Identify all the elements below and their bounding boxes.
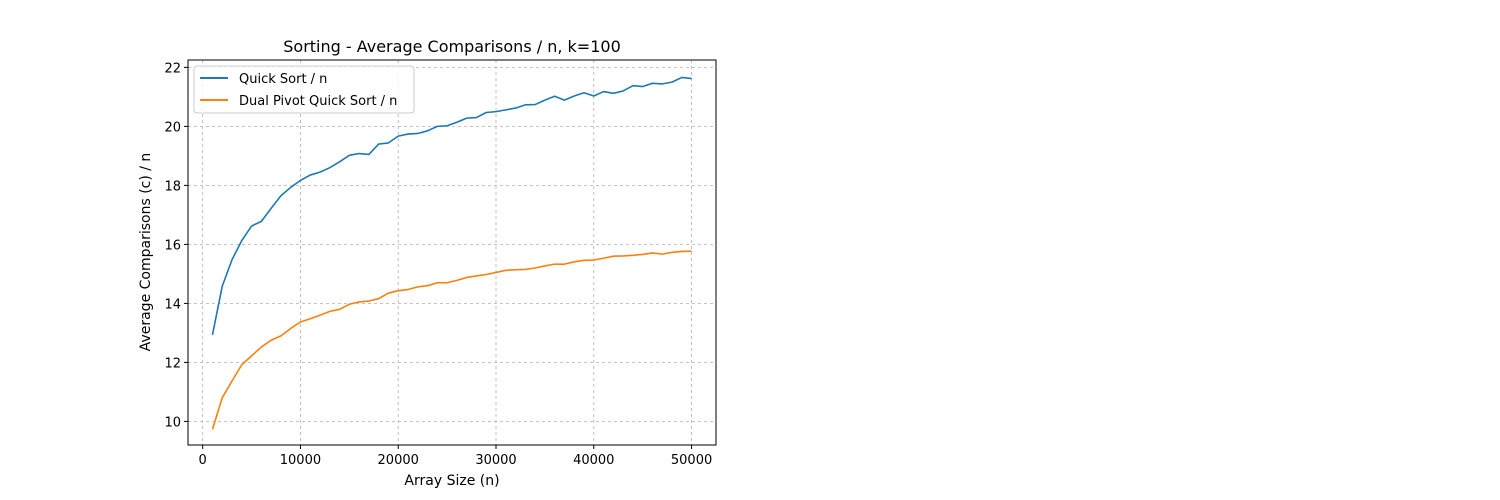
x-tick-label: 30000 — [475, 453, 516, 468]
chart-title: Sorting - Average Comparisons / n, k=100 — [283, 37, 621, 56]
y-tick-label: 10 — [164, 415, 181, 430]
y-axis-ticks: 10 12 14 16 18 20 22 — [164, 61, 188, 430]
x-tick-label: 20000 — [378, 453, 419, 468]
legend: Quick Sort / n Dual Pivot Quick Sort / n — [193, 65, 415, 114]
x-tick-label: 10000 — [280, 453, 321, 468]
y-tick-label: 12 — [164, 356, 181, 371]
plot-frame — [187, 59, 717, 446]
plot-series — [211, 76, 692, 430]
grid-lines — [188, 60, 716, 445]
y-tick-label: 14 — [164, 297, 181, 312]
x-axis-label: Array Size (n) — [404, 473, 499, 489]
legend-box — [193, 65, 415, 114]
series-line-quick-sort-n — [211, 76, 692, 336]
legend-label-dual-pivot: Dual Pivot Quick Sort / n — [239, 94, 397, 109]
series-line-dual-pivot-quick-sort-n — [211, 250, 692, 430]
y-tick-label: 16 — [164, 238, 181, 253]
x-tick-label: 40000 — [573, 453, 614, 468]
y-axis-label: Average Comparisons (c) / n — [138, 153, 154, 352]
x-tick-label: 50000 — [671, 453, 712, 468]
x-tick-label: 0 — [199, 453, 207, 468]
x-axis-ticks: 0 10000 20000 30000 40000 50000 — [199, 445, 712, 468]
y-tick-label: 18 — [164, 179, 181, 194]
y-tick-label: 20 — [164, 120, 181, 135]
legend-label-quick-sort: Quick Sort / n — [239, 72, 327, 87]
y-tick-label: 22 — [164, 61, 181, 76]
